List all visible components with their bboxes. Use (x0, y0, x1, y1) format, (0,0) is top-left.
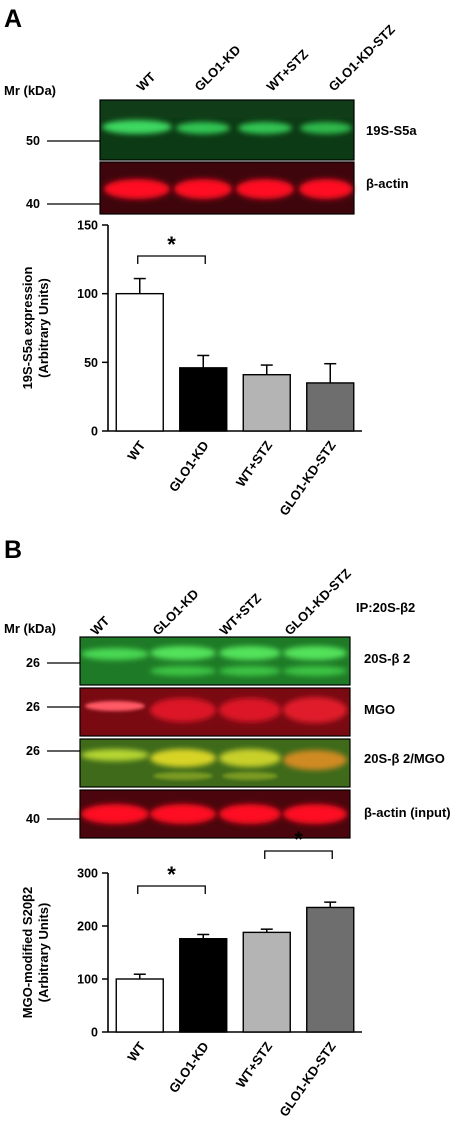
marker-26: 26 (26, 700, 40, 714)
blot-band (150, 698, 216, 722)
x-tick-label: GLO1-KD-STZ (276, 1039, 338, 1119)
blot-band (300, 122, 352, 134)
bar-glo1-kd-stz (306, 382, 355, 432)
panel-a: A Mr (kDa) WT GLO1-KD WT+STZ GLO1-KD-STZ… (4, 5, 417, 518)
panel-label-b: B (4, 536, 22, 564)
blot-band (102, 120, 172, 134)
y-tick-label: 150 (77, 219, 98, 233)
mr-label-b: Mr (kDa) (4, 621, 56, 636)
lane-label-glo1-kd-stz: GLO1-KD-STZ (282, 566, 354, 638)
lane-label-wt: WT (134, 69, 159, 94)
lane-labels-b: WT GLO1-KD WT+STZ GLO1-KD-STZ (88, 566, 354, 638)
bar-wt (115, 292, 164, 432)
bar-glo1-kd (179, 938, 228, 1033)
marker-26: 26 (26, 744, 40, 758)
bar-wt-stz (242, 931, 291, 1033)
x-tick-label: GLO1-KD-STZ (276, 438, 338, 518)
bar-wt-stz (242, 373, 291, 432)
blot-band (81, 804, 149, 824)
blot-band (150, 804, 216, 824)
blot-19s-s5a (99, 99, 355, 161)
lane-label-wt-stz: WT+STZ (217, 590, 265, 638)
y-tick-label: 50 (84, 356, 98, 370)
x-tick-label: GLO1-KD (166, 438, 212, 495)
blot-mgo (79, 687, 351, 737)
blot-band (174, 179, 232, 199)
blot-band (150, 749, 216, 767)
significance-marker: * (167, 232, 176, 257)
bar-glo1-kd (179, 367, 228, 432)
bar-chart-a: 0 50 100 150 19S-S5a expression (Arbitrary Un… (20, 219, 362, 518)
x-tick-label: WT (124, 438, 148, 463)
x-tick-label: WT+STZ (233, 1039, 275, 1091)
blot-band (283, 697, 347, 723)
panel-label-a: A (4, 5, 22, 33)
bar-chart-b: 0 100 200 300 MGO-modified S20β2 (Arbitrary U… (20, 827, 362, 1119)
lane-label-glo1-kd: GLO1-KD (192, 42, 244, 94)
lane-labels-a: WT GLO1-KD WT+STZ GLO1-KD-STZ (134, 22, 398, 94)
blot-band (219, 646, 281, 660)
lane-label-glo1-kd: GLO1-KD (150, 586, 202, 638)
blot-beta-actin-a (99, 161, 355, 215)
blot-label-mgo: MGO (364, 702, 395, 717)
blot-band (219, 749, 281, 767)
blot-band (219, 698, 281, 722)
y-tick-label: 0 (91, 1026, 98, 1040)
significance-marker: * (167, 862, 176, 887)
y-axis-label-units: (Arbitrary Units) (36, 903, 51, 1003)
blot-band (283, 646, 347, 660)
blot-label-19s-s5a: 19S-S5a (366, 123, 417, 138)
mr-label-a: Mr (kDa) (4, 83, 56, 98)
y-axis-label-units: (Arbitrary Units) (36, 278, 51, 378)
marker-50: 50 (26, 134, 40, 148)
y-axis-label: 19S-S5a expression (20, 267, 35, 390)
significance-marker: * (294, 827, 303, 852)
blot-band (236, 179, 294, 199)
blot-band (81, 749, 149, 761)
blot-label-20s-beta2-mgo: 20S-β 2/MGO (364, 751, 445, 766)
blot-label-20s-beta2: 20S-β 2 (364, 651, 410, 666)
blot-band (299, 179, 353, 199)
blot-band (219, 804, 281, 824)
marker-26: 26 (26, 656, 40, 670)
y-tick-label: 100 (77, 287, 98, 301)
ip-label: IP:20S-β2 (356, 600, 415, 615)
bar-wt (115, 978, 164, 1033)
marker-40-a: 40 (26, 197, 40, 211)
blot-band (238, 122, 292, 134)
blot-20s-beta2-mgo (79, 738, 351, 788)
y-tick-label: 0 (91, 425, 98, 439)
blot-background (80, 637, 350, 685)
significance-bracket (264, 850, 333, 859)
marker-40-b: 40 (26, 812, 40, 826)
blot-band (150, 646, 216, 660)
blot-band (176, 122, 230, 134)
blot-band (283, 804, 347, 824)
blot-beta-actin-input (79, 789, 351, 839)
panel-b: B Mr (kDa) IP:20S-β2 WT GLO1-KD WT+STZ G… (4, 536, 451, 1119)
y-tick-label: 100 (77, 973, 98, 987)
lane-label-wt: WT (88, 613, 113, 638)
blot-band (81, 648, 149, 660)
lane-label-wt-stz: WT+STZ (264, 46, 312, 94)
y-axis-label: MGO-modified S20β2 (20, 887, 35, 1018)
y-tick-label: 300 (77, 867, 98, 881)
blot-label-beta-actin-input: β-actin (input) (364, 805, 451, 820)
y-tick-label: 200 (77, 920, 98, 934)
lane-label-glo1-kd-stz: GLO1-KD-STZ (326, 22, 398, 94)
blot-band (104, 179, 170, 199)
blot-band (283, 750, 347, 770)
blot-label-beta-actin-a: β-actin (366, 176, 409, 191)
blot-20s-beta2 (79, 636, 351, 686)
bar-glo1-kd-stz (306, 906, 355, 1033)
blot-band (85, 701, 145, 711)
x-tick-label: WT+STZ (233, 438, 275, 490)
significance-bracket (137, 255, 206, 264)
x-tick-label: WT (124, 1039, 148, 1064)
x-tick-label: GLO1-KD (166, 1039, 212, 1096)
significance-bracket (137, 885, 206, 894)
